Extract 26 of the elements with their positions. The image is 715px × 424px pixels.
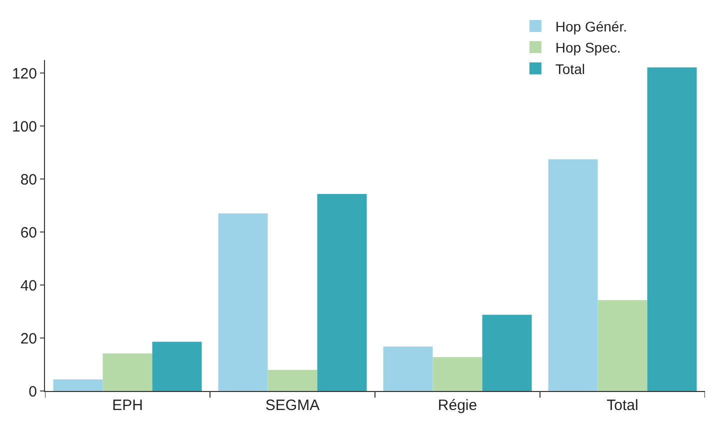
- legend-label: Hop Génér.: [555, 18, 628, 34]
- bar: [152, 342, 202, 391]
- bar: [598, 300, 648, 391]
- bar: [383, 346, 433, 391]
- bar: [482, 314, 532, 391]
- y-tick-label: 60: [20, 224, 37, 242]
- y-tick-label: 20: [20, 330, 37, 348]
- y-tick-label: 0: [28, 383, 37, 400]
- bar: [432, 357, 482, 391]
- x-tick-label: Total: [606, 397, 638, 414]
- bar: [102, 353, 152, 391]
- legend-label: Total: [555, 60, 585, 77]
- bar: [53, 379, 103, 391]
- legend-label: Hop Spec.: [555, 40, 621, 56]
- bar: [548, 159, 598, 391]
- bar: [218, 213, 268, 391]
- bar: [268, 370, 318, 391]
- bar: [317, 194, 367, 391]
- bar: [647, 67, 697, 391]
- y-tick-label: 80: [20, 171, 37, 188]
- x-tick-label: SEGMA: [265, 397, 320, 414]
- x-tick-label: Régie: [438, 397, 478, 414]
- y-tick-label: 40: [20, 277, 37, 294]
- x-tick-label: EPH: [112, 397, 143, 414]
- y-tick-label: 100: [12, 118, 37, 136]
- y-tick-label: 120: [12, 65, 37, 82]
